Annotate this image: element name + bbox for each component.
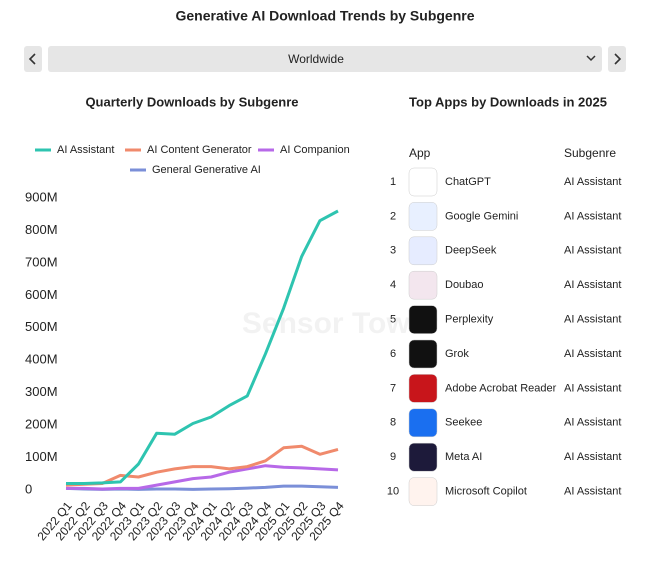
rank: 3 [390,245,396,257]
subgenre: AI Assistant [564,417,621,429]
rank: 4 [390,279,396,291]
app-icon [408,477,438,506]
rank: 1 [390,176,396,188]
app-icon [408,339,438,369]
region-dropdown[interactable] [48,46,602,72]
app-icon [408,270,438,300]
app-name: Adobe Acrobat Reader [445,382,557,394]
app-name: DeepSeek [445,245,497,257]
subgenre: AI Assistant [564,348,621,360]
subgenre: AI Assistant [564,176,621,188]
app-name: Grok [445,348,469,360]
legend-label: General Generative AI [152,164,261,176]
app-name: Perplexity [445,314,494,326]
y-tick-label: 0 [25,481,32,496]
y-tick-label: 800M [25,222,58,237]
rank: 8 [390,417,396,429]
subgenre: AI Assistant [564,279,621,291]
region-label: Worldwide [288,52,344,66]
dropdown-icon [586,55,596,62]
series-line [66,209,339,485]
app-name: ChatGPT [445,176,491,188]
app-icon [408,442,438,472]
legend-label: AI Assistant [57,144,114,156]
subgenre: AI Assistant [564,451,621,463]
rank: 10 [387,486,399,498]
app-icon [408,374,438,403]
app-icon [408,305,438,334]
column-header: App [409,146,431,160]
legend-label: AI Companion [280,144,350,156]
rank: 9 [390,451,396,463]
page-title: Generative AI Download Trends by Subgenr… [176,8,475,24]
y-tick-label: 300M [25,384,58,399]
rank: 5 [390,314,396,326]
app-icon [408,408,438,438]
chart-title: Quarterly Downloads by Subgenre [85,94,298,109]
app-icon [408,202,438,231]
app-name: Microsoft Copilot [445,486,527,498]
app-name: Meta AI [445,451,482,463]
subgenre: AI Assistant [564,382,621,394]
app-icon [408,236,438,266]
app-icon [408,167,438,197]
y-tick-label: 900M [25,189,58,204]
rank: 7 [390,382,396,394]
rank: 6 [390,348,396,360]
column-header: Subgenre [564,146,616,160]
series-line [65,444,339,487]
prev-icon [28,53,36,65]
subgenre: AI Assistant [564,314,621,326]
y-tick-label: 500M [25,319,58,334]
y-tick-label: 400M [25,352,58,367]
y-tick-label: 200M [25,417,58,432]
series-line [66,464,339,491]
subgenre: AI Assistant [564,245,621,257]
legend-label: AI Content Generator [147,144,252,156]
next-icon [614,53,622,65]
y-tick-label: 100M [25,449,58,464]
prev-button[interactable] [24,46,42,72]
app-name: Seekee [445,417,482,429]
app-name: Google Gemini [445,210,518,222]
subgenre: AI Assistant [564,486,621,498]
app-name: Doubao [445,279,484,291]
subgenre: AI Assistant [564,210,621,222]
table-title: Top Apps by Downloads in 2025 [409,94,607,109]
y-tick-label: 700M [25,254,58,269]
next-button[interactable] [608,46,626,72]
y-tick-label: 600M [25,287,58,302]
rank: 2 [390,210,396,222]
